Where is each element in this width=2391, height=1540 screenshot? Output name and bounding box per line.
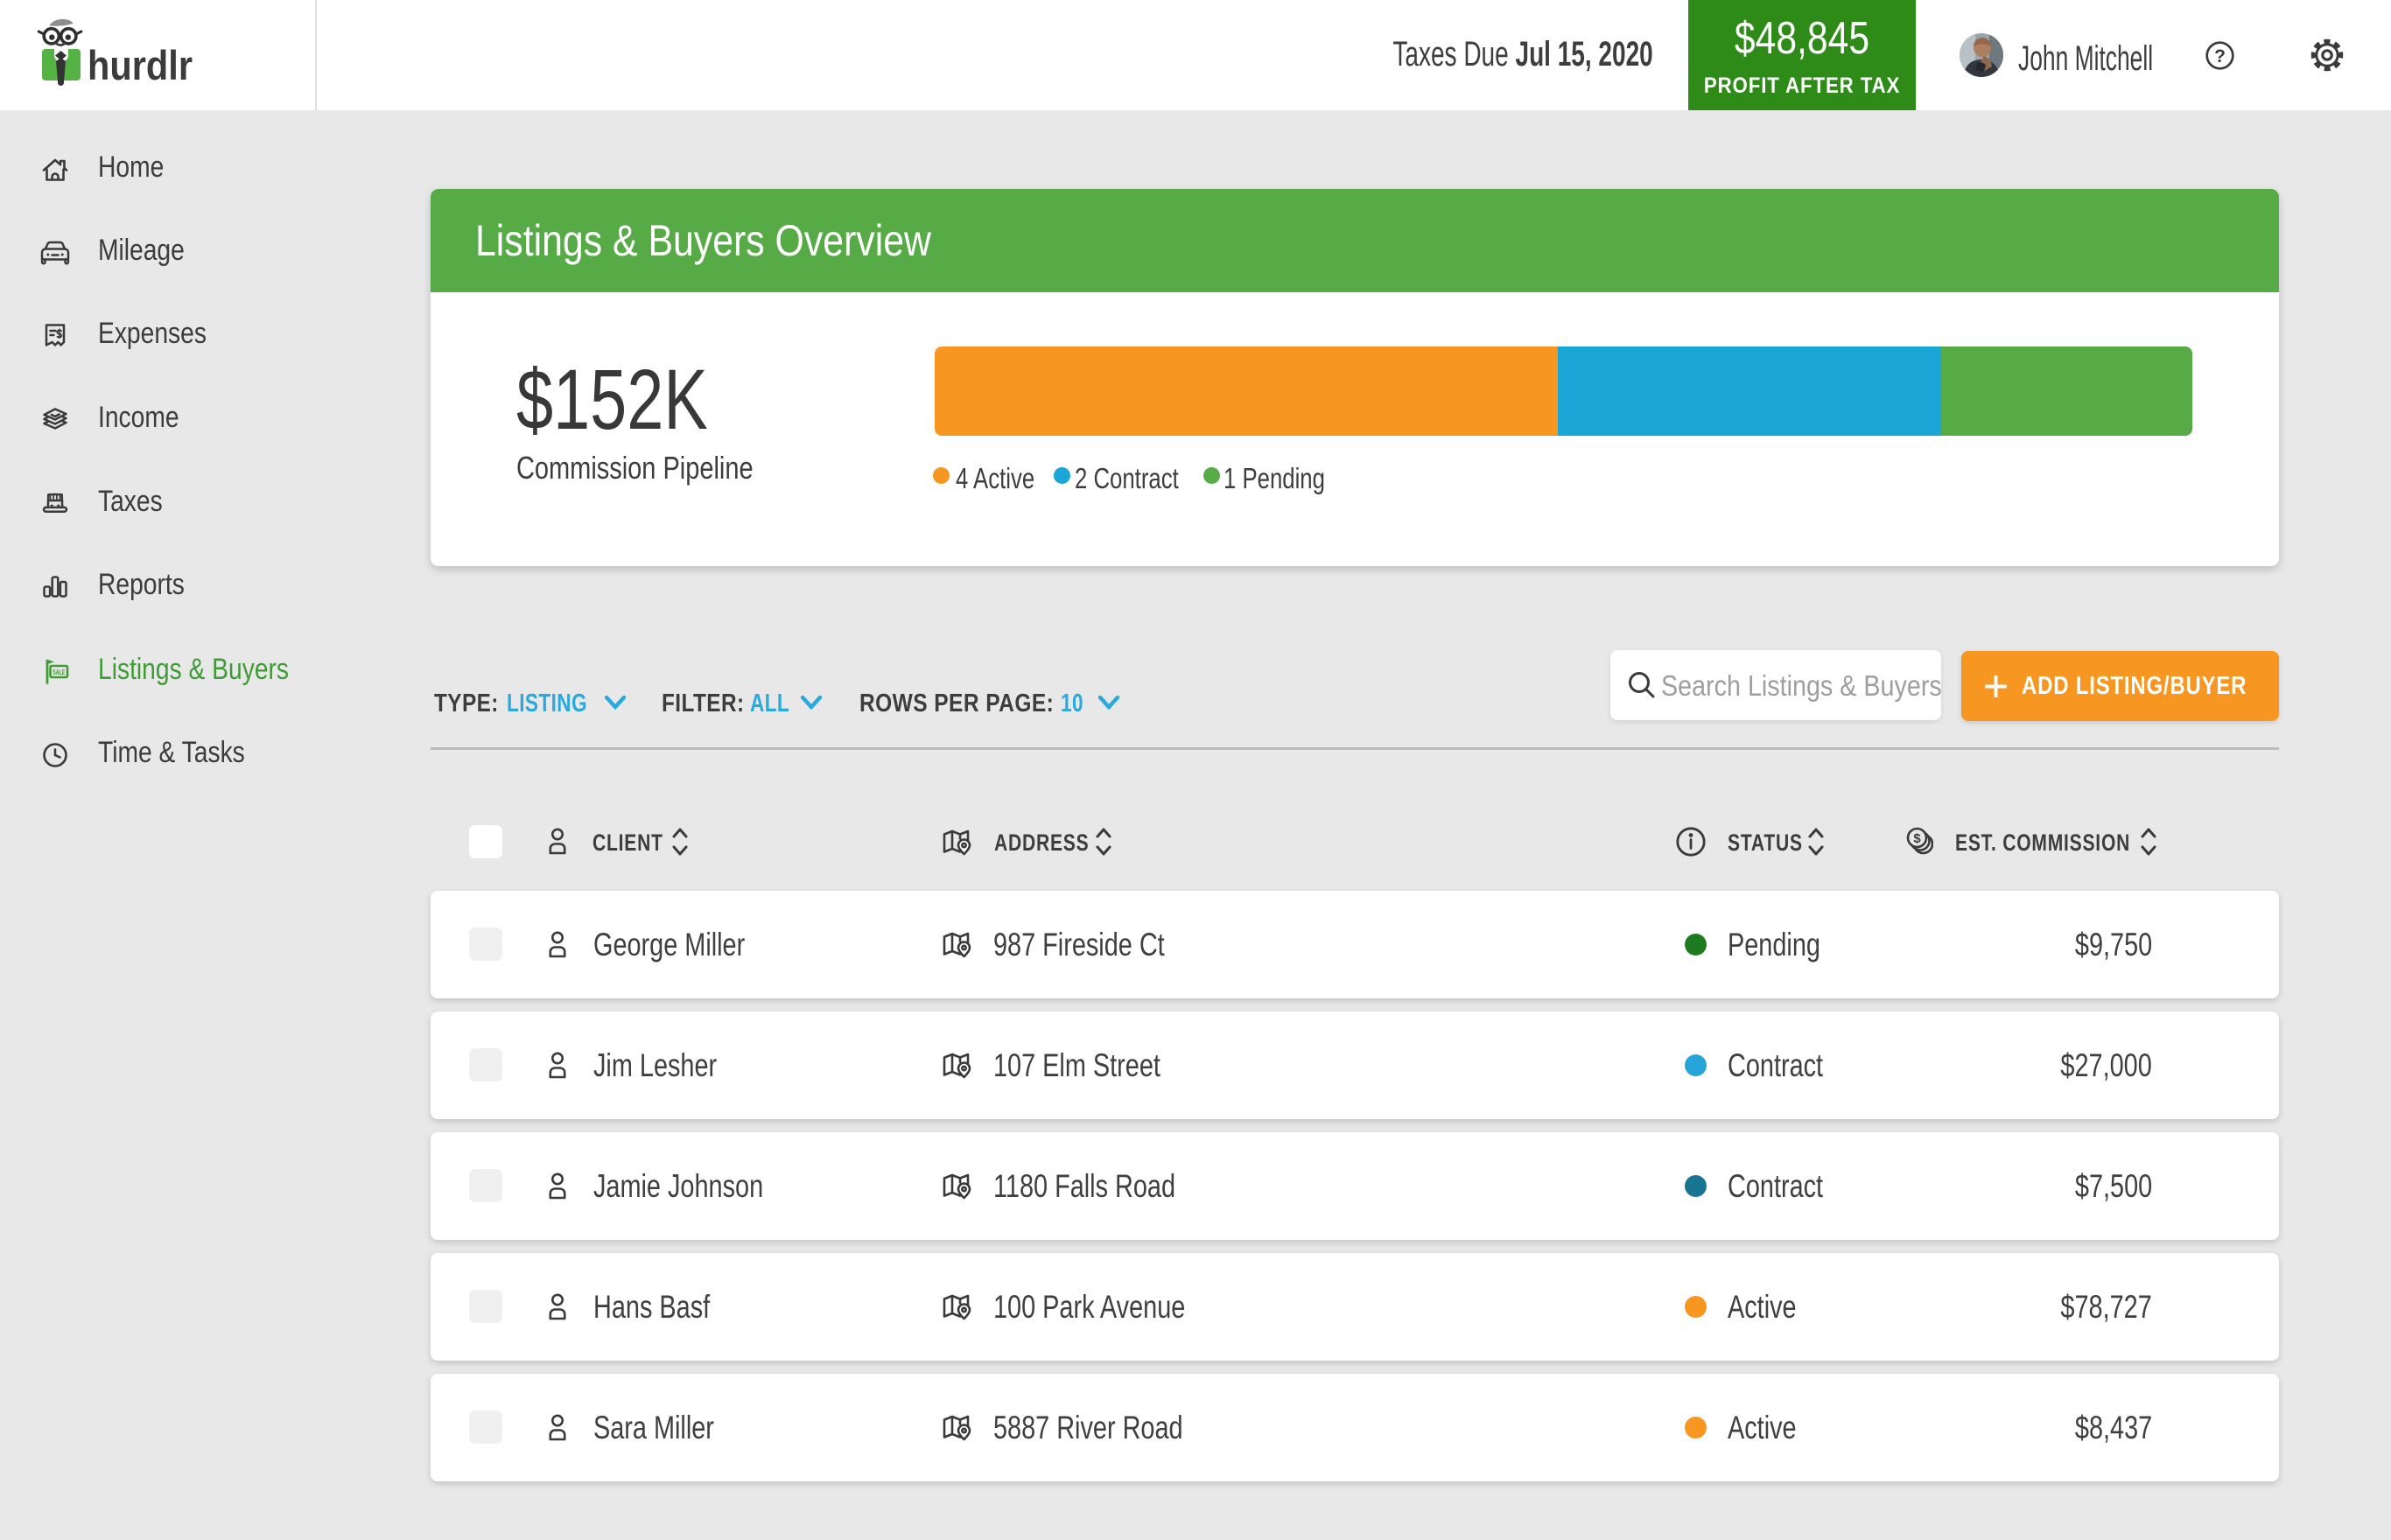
svg-text:?: ?: [2214, 46, 2226, 66]
svg-text:hurdlr: hurdlr: [88, 42, 193, 88]
